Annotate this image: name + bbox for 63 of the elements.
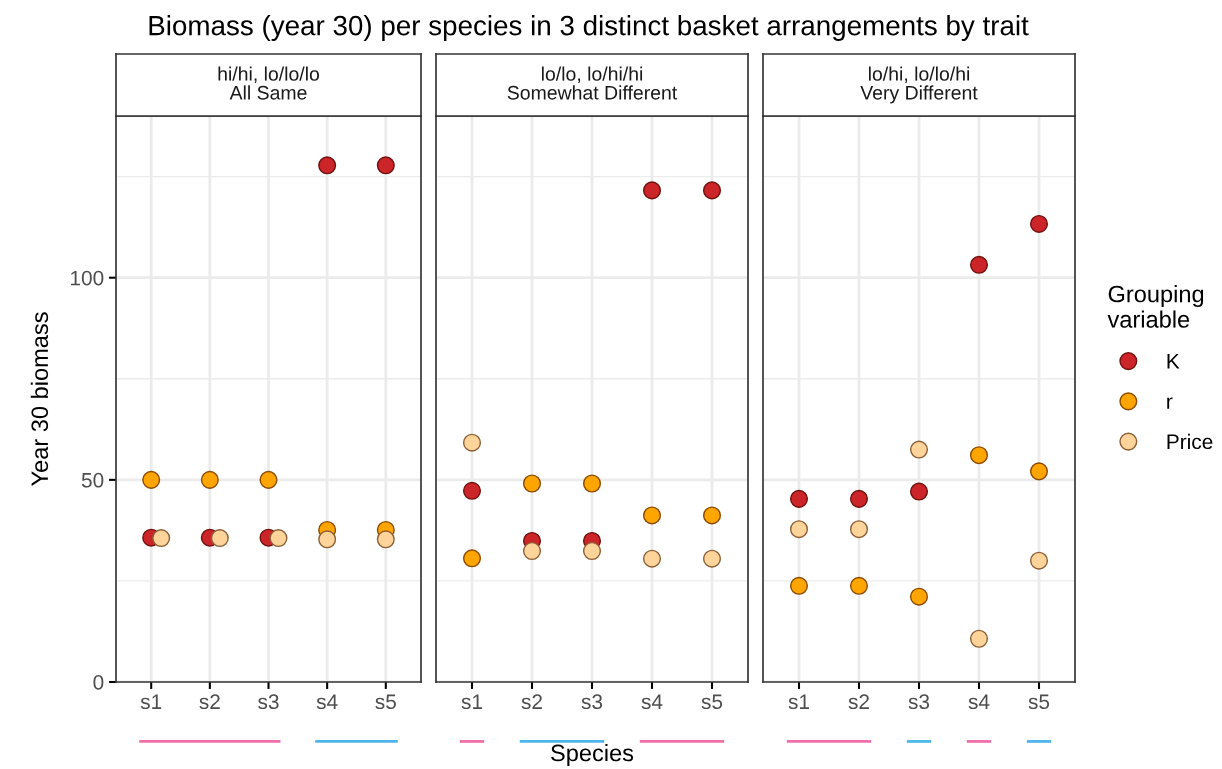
chart-subtitle: hi/hi, lo/lo/lo All Same bbox=[218, 66, 320, 100]
point bbox=[909, 587, 929, 606]
point bbox=[462, 481, 482, 500]
y-tick-label: 100 bbox=[71, 270, 104, 286]
point bbox=[969, 255, 989, 274]
x-tick-label: s3 bbox=[908, 694, 930, 710]
point bbox=[789, 576, 809, 595]
x-tick-label: s4 bbox=[316, 694, 338, 710]
x-tick-label: s3 bbox=[258, 694, 279, 710]
point bbox=[849, 520, 869, 539]
point bbox=[909, 482, 929, 501]
point bbox=[642, 549, 662, 568]
point bbox=[1029, 551, 1049, 570]
point bbox=[849, 489, 869, 508]
x-axis-title: Species bbox=[551, 744, 634, 767]
point bbox=[909, 440, 929, 459]
x-tick-label: s2 bbox=[199, 694, 220, 710]
x-tick-label: s2 bbox=[848, 694, 869, 710]
point bbox=[522, 474, 542, 493]
point bbox=[259, 470, 278, 489]
point bbox=[642, 506, 662, 525]
x-tick-label: s5 bbox=[701, 694, 723, 710]
point bbox=[582, 541, 602, 561]
point bbox=[318, 530, 337, 549]
x-tick-label: s5 bbox=[1028, 694, 1050, 710]
point bbox=[969, 629, 989, 648]
point bbox=[462, 433, 482, 452]
point bbox=[702, 549, 722, 568]
point bbox=[142, 470, 161, 489]
point bbox=[582, 474, 602, 493]
y-axis-title: Year 30 biomass bbox=[30, 312, 49, 486]
legend-label: Price bbox=[1167, 433, 1213, 450]
point bbox=[702, 506, 722, 525]
y-tick-label: 50 bbox=[81, 472, 104, 488]
x-tick-label: s4 bbox=[968, 694, 990, 710]
text: Biomass (year 30) per species in 3 distinct basket arrangements by trait bbox=[149, 15, 1029, 41]
legend-title: Grouping variable bbox=[1107, 285, 1204, 328]
point bbox=[969, 446, 989, 465]
chart-subtitle: lo/lo, lo/hi/hi Somewhat Different bbox=[507, 66, 678, 100]
legend-label: r bbox=[1167, 397, 1173, 409]
point bbox=[789, 489, 809, 508]
point bbox=[849, 576, 869, 595]
y-tick-label: 0 bbox=[93, 675, 104, 690]
point bbox=[376, 156, 395, 175]
x-tick-label: s1 bbox=[140, 694, 162, 710]
point bbox=[789, 520, 809, 539]
point bbox=[462, 549, 482, 568]
point bbox=[200, 470, 219, 489]
x-tick-label: s5 bbox=[375, 694, 396, 710]
point bbox=[376, 530, 395, 549]
x-tick-label: s3 bbox=[581, 694, 603, 710]
point bbox=[702, 181, 722, 200]
x-tick-label: s1 bbox=[461, 694, 482, 710]
x-tick-label: s2 bbox=[521, 694, 542, 710]
point bbox=[318, 156, 337, 175]
x-tick-label: s4 bbox=[641, 694, 663, 710]
legend-label: K bbox=[1167, 354, 1180, 369]
point bbox=[642, 181, 662, 200]
point bbox=[522, 541, 542, 561]
point bbox=[1029, 214, 1049, 233]
point bbox=[1029, 462, 1049, 481]
chart-subtitle: lo/hi, lo/lo/hi Very Different bbox=[860, 66, 978, 104]
x-tick-label: s1 bbox=[788, 694, 809, 710]
